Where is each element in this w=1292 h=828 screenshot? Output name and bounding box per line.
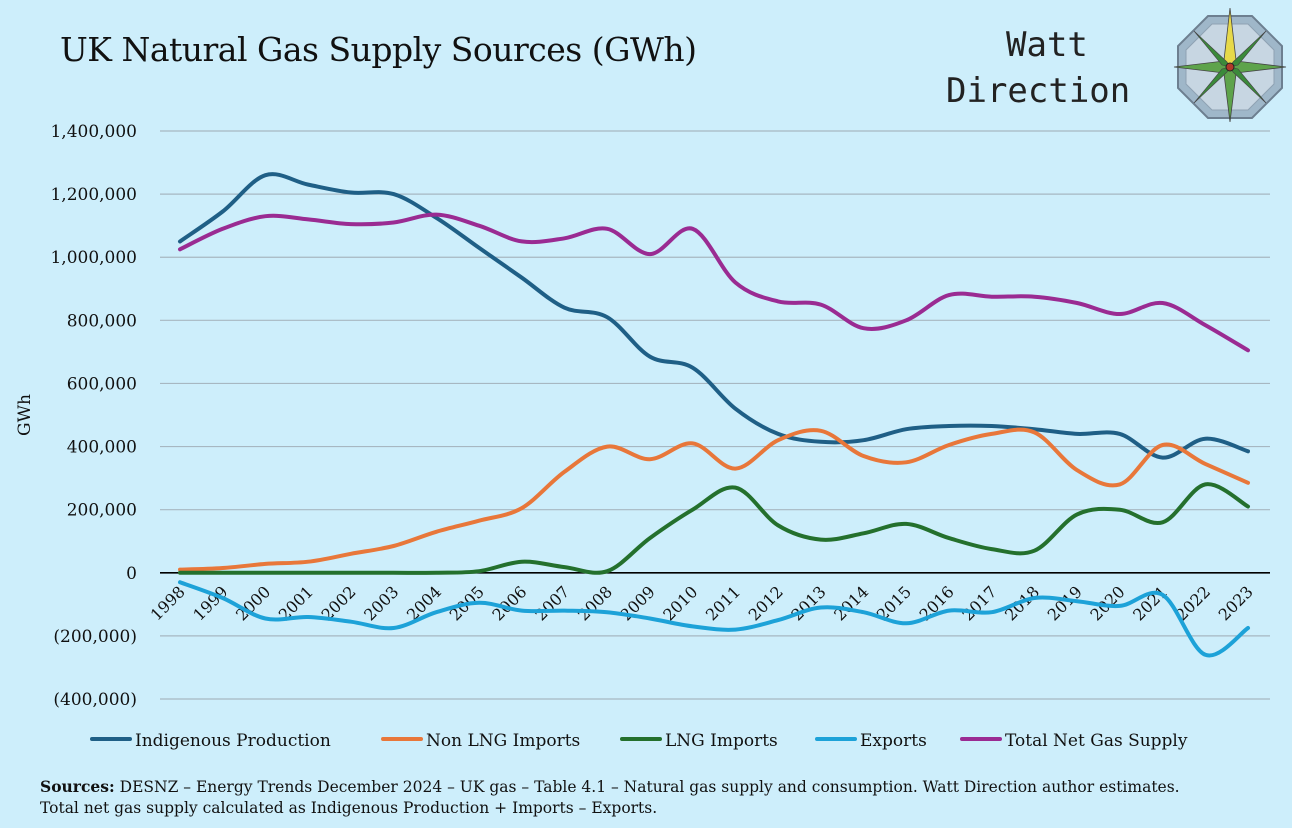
series-line-total-net-gas-supply [178,212,1250,353]
legend-label-exports: Exports [860,731,927,751]
x-tick-label: 2003 [360,582,402,624]
x-tick-label: 2021 [1129,582,1171,624]
legend-label-non-lng-imports: Non LNG Imports [426,731,580,751]
series-line-lng-imports [178,482,1250,575]
x-tick-label: 2017 [958,582,1000,624]
y-tick-label: 400,000 [67,438,137,458]
x-tick-label: 2023 [1215,582,1257,624]
y-tick-label: 800,000 [67,311,137,331]
x-tick-label: 2013 [787,582,829,624]
brand-wordmark: Watt Direction [946,22,1166,114]
compass-logo-icon [1173,7,1287,123]
y-tick-label: 1,000,000 [50,248,137,268]
y-axis-label: GWh [15,394,35,436]
brand-line-2: Direction [946,71,1131,111]
sources-text-2: Total net gas supply calculated as Indig… [40,799,658,817]
x-tick-label: 1998 [147,582,189,624]
y-tick-label: 1,400,000 [50,122,137,142]
y-tick-label: 0 [126,564,137,584]
y-tick-label: 200,000 [67,501,137,521]
brand-line-1: Watt [1006,25,1088,65]
series-line-indigenous-production [178,172,1250,460]
sources-note: Sources: DESNZ – Energy Trends December … [40,776,1270,819]
legend-label-indigenous-production: Indigenous Production [135,731,331,751]
series-line-exports [178,580,1250,658]
legend-label-total-net-gas-supply: Total Net Gas Supply [1005,731,1188,751]
legend-label-lng-imports: LNG Imports [665,731,778,751]
x-tick-label: 2007 [531,582,573,624]
chart-title: UK Natural Gas Supply Sources (GWh) [60,30,697,69]
y-tick-label: 1,200,000 [50,185,137,205]
x-tick-label: 2011 [702,582,744,624]
y-tick-label: (400,000) [53,690,137,710]
x-tick-label: 2010 [659,582,701,624]
x-tick-label: 2008 [574,582,616,624]
y-tick-label: 600,000 [67,374,137,394]
y-tick-label: (200,000) [53,627,137,647]
sources-text: DESNZ – Energy Trends December 2024 – UK… [119,778,1180,796]
series-line-non-lng-imports [178,427,1250,572]
x-tick-label: 2014 [830,582,872,624]
sources-label: Sources: [40,777,115,796]
